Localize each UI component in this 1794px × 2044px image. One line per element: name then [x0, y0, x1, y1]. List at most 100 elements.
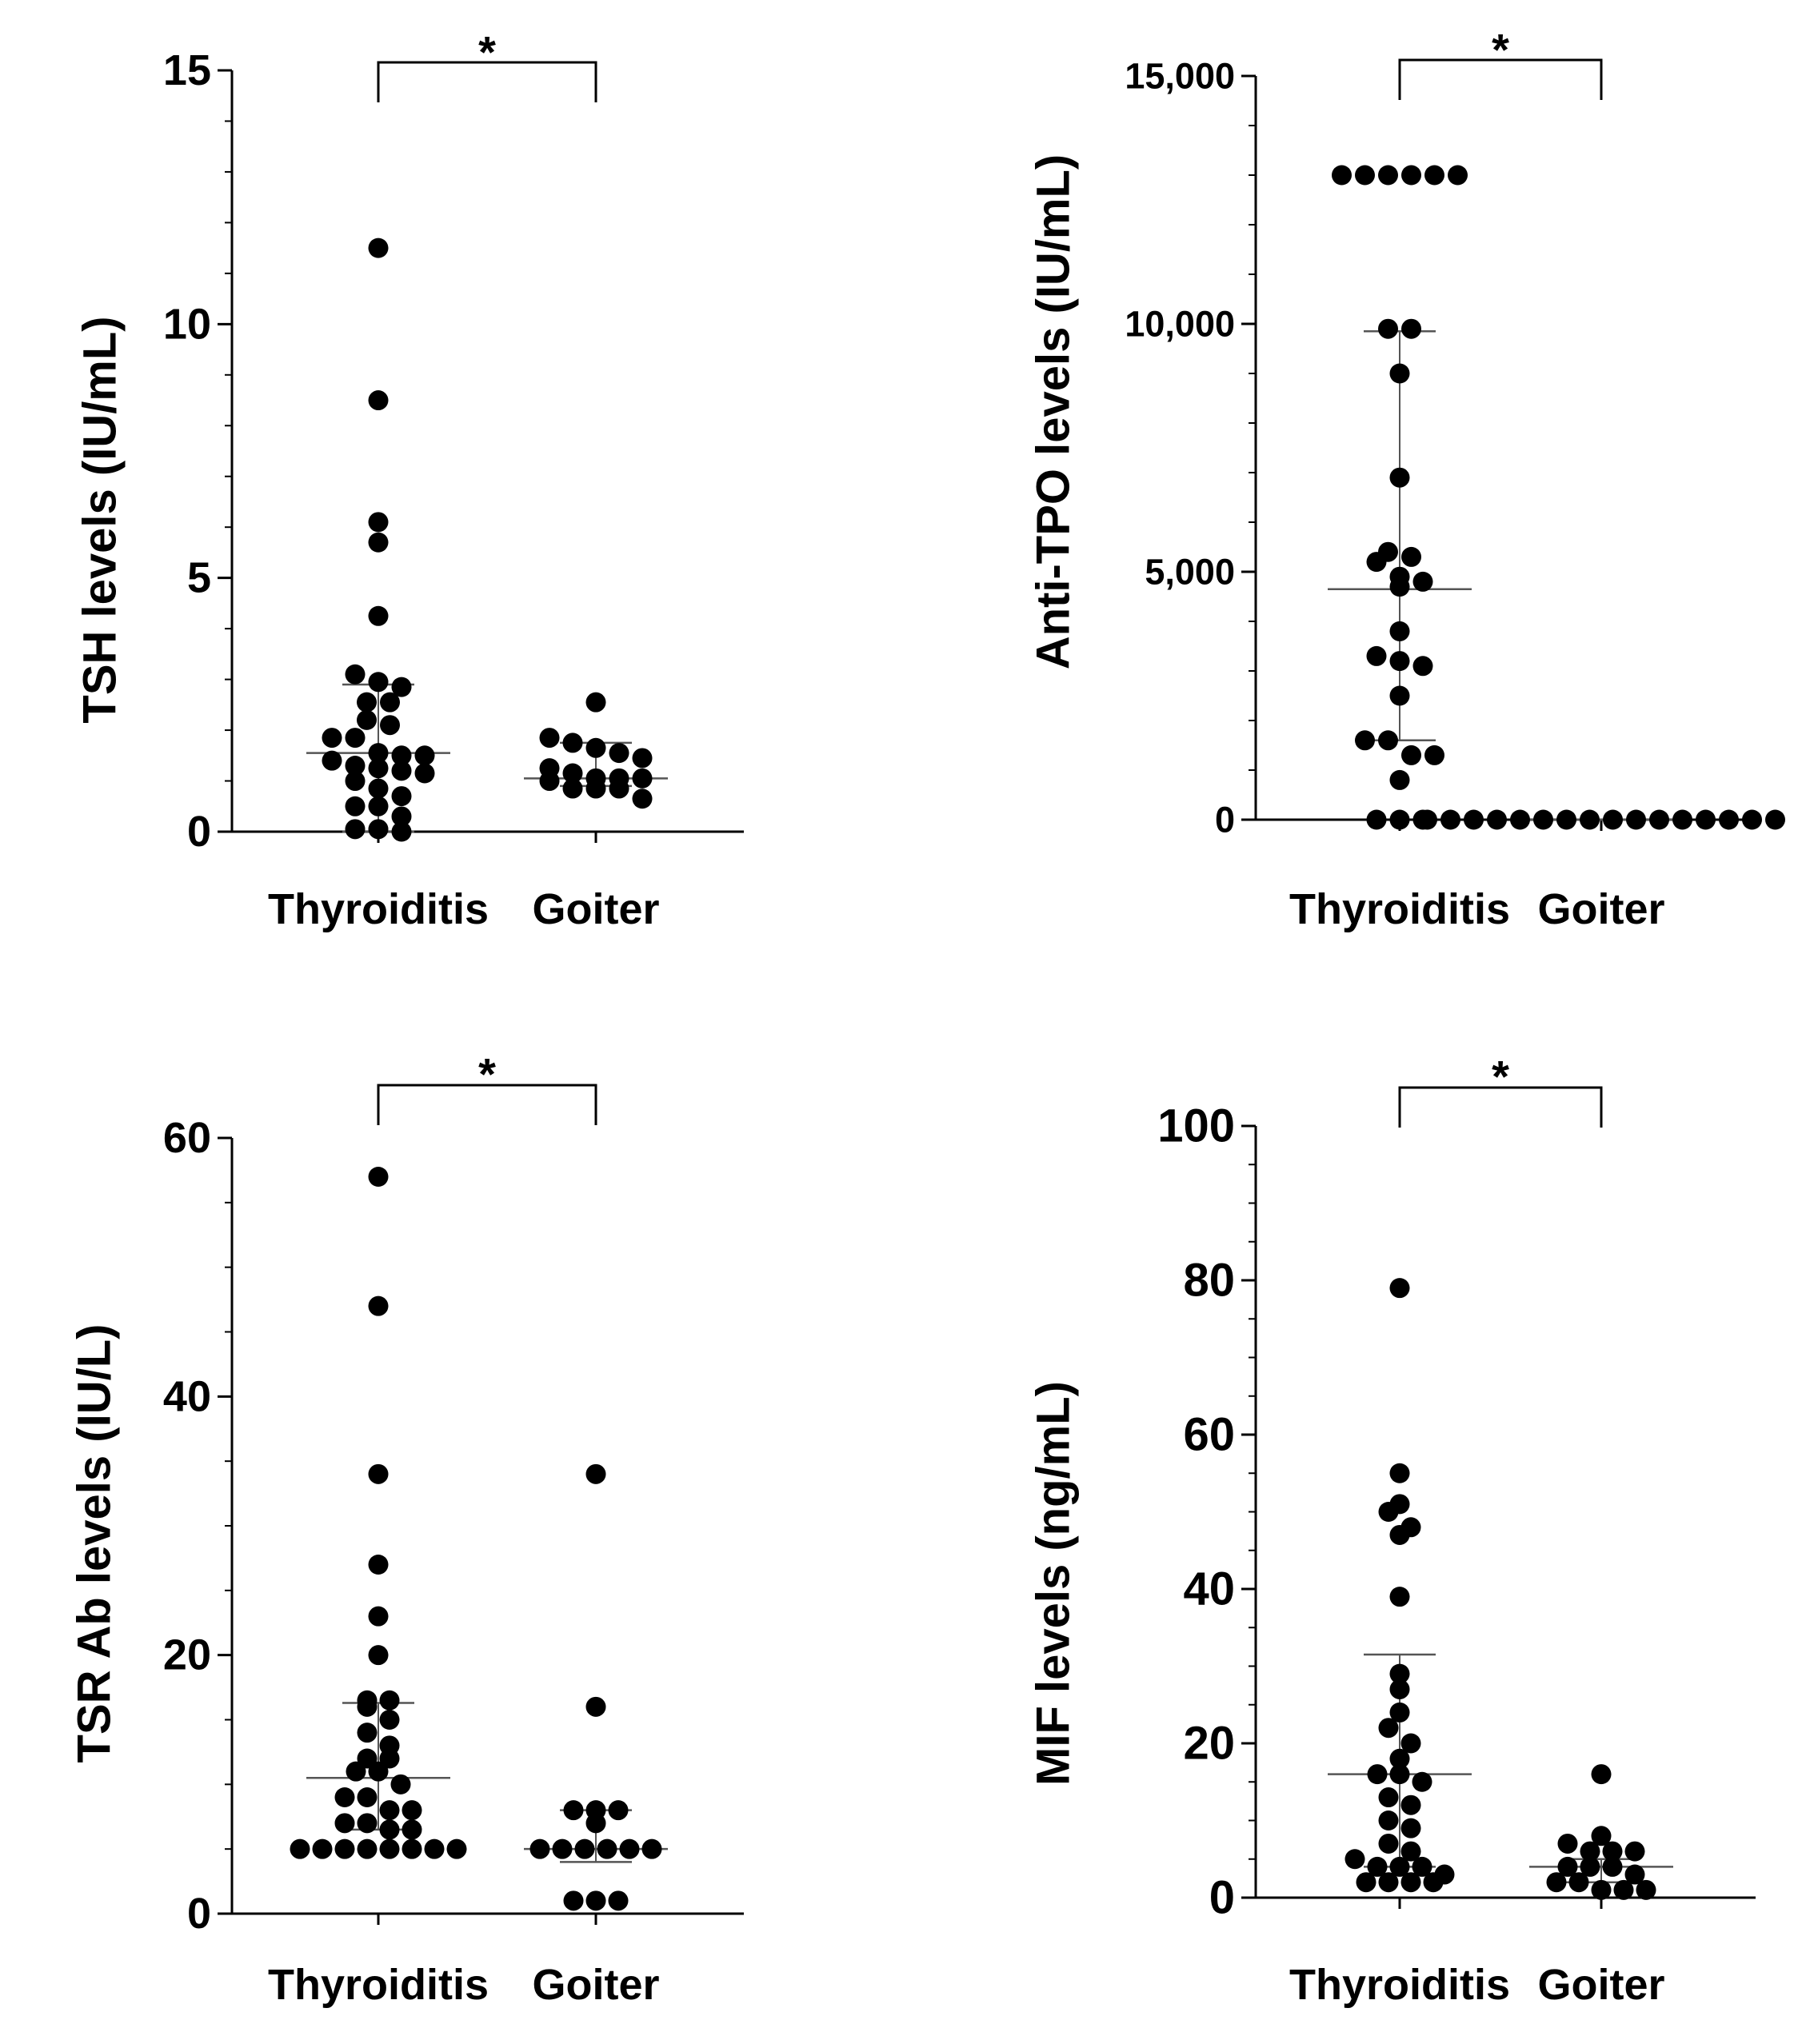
- data-point: [585, 1696, 606, 1717]
- data-point: [414, 763, 435, 784]
- data-point: [346, 1761, 366, 1782]
- y-tick-label: 5: [187, 554, 211, 602]
- data-point: [312, 1838, 333, 1859]
- data-point: [1389, 1278, 1410, 1299]
- data-point: [1332, 165, 1352, 186]
- data-point: [1719, 809, 1739, 830]
- data-point: [290, 1838, 310, 1859]
- data-point: [632, 768, 653, 788]
- data-point: [391, 786, 412, 807]
- data-point: [368, 778, 389, 799]
- data-point: [1602, 1841, 1623, 1862]
- data-point: [1400, 1872, 1421, 1893]
- panel-2: 0 5,000 10,000 15,000 Thyroiditis Goiter Anti-…: [1028, 25, 1785, 933]
- data-point: [368, 796, 389, 816]
- data-point: [1624, 1864, 1645, 1885]
- data-point: [1389, 1702, 1410, 1723]
- data-point: [1580, 1841, 1600, 1862]
- data-point: [1355, 730, 1375, 751]
- y-tick-label: 10,000: [1125, 304, 1235, 345]
- x-category-label: Goiter: [1537, 885, 1664, 933]
- y-tick-label: 0: [187, 1890, 211, 1938]
- data-point: [1389, 621, 1410, 641]
- significance-bracket: [1398, 58, 1603, 100]
- significance-star: *: [1492, 1052, 1509, 1102]
- data-point: [368, 512, 389, 533]
- data-point: [619, 1838, 640, 1859]
- data-point: [368, 819, 389, 840]
- data-point: [368, 1761, 389, 1782]
- data-point: [562, 763, 583, 784]
- panel-1: 0 5 10 15 Thyroiditis Goiter TSH levels (IU/mL…: [74, 27, 744, 933]
- data-point: [380, 715, 400, 736]
- data-point: [574, 1838, 595, 1859]
- data-point: [1389, 1587, 1410, 1607]
- data-point: [1649, 809, 1669, 830]
- data-point: [1556, 809, 1576, 830]
- data-point: [1378, 165, 1398, 186]
- data-point: [1696, 809, 1716, 830]
- data-point: [390, 1774, 411, 1794]
- data-point: [1580, 809, 1600, 830]
- data-point: [368, 1167, 389, 1187]
- group-goiter: [524, 1463, 668, 1911]
- data-point: [1487, 809, 1507, 830]
- data-point: [1378, 1872, 1399, 1893]
- data-point: [585, 692, 606, 713]
- data-point: [1378, 1502, 1399, 1522]
- data-point: [379, 1819, 400, 1840]
- data-point: [368, 390, 389, 411]
- y-tick-label: 60: [1183, 1409, 1235, 1461]
- data-point: [1423, 1872, 1444, 1893]
- data-point: [1378, 1810, 1399, 1830]
- group-thyroiditis: [306, 238, 450, 842]
- data-point: [1389, 1748, 1410, 1769]
- y-tick-label: 0: [187, 808, 211, 856]
- data-point: [1412, 656, 1433, 677]
- data-point: [1389, 467, 1410, 488]
- x-category-label: Goiter: [532, 1961, 659, 2009]
- data-point: [357, 1748, 378, 1769]
- data-point: [1557, 1833, 1578, 1854]
- data-point: [1672, 809, 1692, 830]
- data-point: [1389, 685, 1410, 706]
- data-point: [1557, 1856, 1578, 1877]
- data-point: [1417, 809, 1437, 830]
- data-point: [1440, 809, 1460, 830]
- data-point: [345, 796, 366, 816]
- data-point: [552, 1838, 573, 1859]
- data-point: [1591, 1826, 1612, 1846]
- significance-star: *: [1492, 25, 1509, 75]
- data-point: [1389, 363, 1410, 384]
- group-thyroiditis: [1328, 165, 1472, 830]
- data-point: [1378, 1787, 1399, 1808]
- y-tick-label: 10: [163, 300, 211, 348]
- data-point: [1389, 651, 1410, 672]
- data-point: [424, 1838, 445, 1859]
- y-tick-label: 20: [1183, 1718, 1235, 1770]
- data-point: [334, 1813, 355, 1834]
- y-axis-label: TSR Ab levels (IU/L): [69, 1324, 121, 1763]
- data-point: [1345, 1849, 1365, 1870]
- data-point: [1400, 1818, 1421, 1838]
- data-point: [391, 761, 412, 781]
- data-point: [1401, 165, 1421, 186]
- data-point: [1742, 809, 1762, 830]
- data-point: [1389, 769, 1410, 790]
- data-point: [391, 745, 412, 766]
- data-point: [1401, 318, 1421, 339]
- data-point: [334, 1838, 355, 1859]
- data-point: [1533, 809, 1553, 830]
- significance-star: *: [478, 27, 496, 78]
- data-point: [1389, 1524, 1410, 1545]
- data-point: [608, 1890, 629, 1911]
- significance-bracket: [1398, 1086, 1603, 1128]
- data-point: [1367, 1764, 1388, 1785]
- data-point: [585, 1890, 606, 1911]
- data-point: [1412, 1771, 1432, 1792]
- data-point: [368, 1295, 389, 1316]
- data-point: [529, 1838, 550, 1859]
- data-point: [322, 750, 342, 771]
